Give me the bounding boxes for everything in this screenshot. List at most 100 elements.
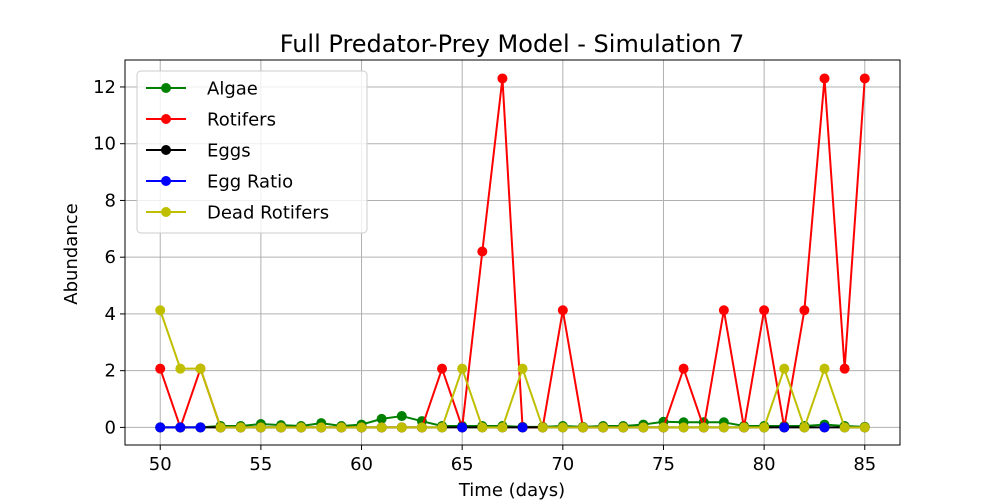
data-point <box>497 422 508 433</box>
data-point <box>296 422 307 433</box>
data-point <box>276 422 287 433</box>
data-point <box>839 363 850 374</box>
data-point <box>759 305 770 316</box>
legend-label: Egg Ratio <box>207 172 293 193</box>
data-point <box>618 422 629 433</box>
data-point <box>316 422 327 433</box>
data-point <box>376 413 387 424</box>
plot-frame <box>124 59 901 446</box>
legend-label: Rotifers <box>207 110 276 131</box>
data-point <box>557 305 568 316</box>
legend-label: Algae <box>207 79 258 100</box>
y-axis: 0 2 4 6 8 10 12 <box>93 77 125 438</box>
data-point <box>859 73 870 84</box>
data-point <box>255 422 266 433</box>
legend-swatch-marker <box>161 207 171 217</box>
y-tick-label: 8 <box>105 190 116 211</box>
data-point <box>497 73 508 84</box>
grid <box>125 60 900 445</box>
data-point <box>437 422 448 433</box>
data-point <box>678 422 689 433</box>
data-point <box>598 422 609 433</box>
data-point <box>718 422 729 433</box>
legend-label: Dead Rotifers <box>207 203 329 224</box>
legend-swatch-marker <box>161 145 171 155</box>
data-point <box>819 422 830 433</box>
data-point <box>195 422 206 433</box>
legend-item: Dead Rotifers <box>146 203 329 224</box>
data-point <box>577 422 588 433</box>
legend-item: Eggs <box>146 141 251 162</box>
data-point <box>155 422 166 433</box>
data-point <box>658 422 669 433</box>
x-axis: 50 55 60 65 70 75 80 85 <box>149 445 876 475</box>
series-egg-ratio <box>155 422 830 433</box>
x-tick-label: 70 <box>551 454 574 475</box>
data-point <box>799 422 810 433</box>
data-point <box>336 422 347 433</box>
y-tick-label: 10 <box>93 134 116 155</box>
data-point <box>396 422 407 433</box>
legend-box <box>136 70 368 234</box>
legend-label: Eggs <box>207 141 251 162</box>
data-point <box>235 422 246 433</box>
data-point <box>819 363 830 374</box>
y-tick-label: 2 <box>105 361 116 382</box>
y-tick-label: 0 <box>105 417 116 438</box>
x-tick-label: 80 <box>753 454 776 475</box>
data-point <box>376 422 387 433</box>
legend: Algae Rotifers Eggs Egg Ratio Dead Rotifers <box>136 70 368 234</box>
legend-swatch-marker <box>161 114 171 124</box>
data-point <box>638 422 649 433</box>
data-point <box>396 411 407 422</box>
data-point <box>477 422 488 433</box>
data-point <box>457 363 468 374</box>
x-tick-label: 50 <box>149 454 172 475</box>
y-tick-label: 4 <box>105 304 116 325</box>
series-line <box>160 415 865 429</box>
data-point <box>537 422 548 433</box>
data-point <box>437 363 448 374</box>
x-tick-label: 85 <box>853 454 876 475</box>
data-point <box>718 305 729 316</box>
data-point <box>356 422 367 433</box>
data-point <box>457 422 468 433</box>
data-point <box>678 363 689 374</box>
x-tick-label: 60 <box>350 454 373 475</box>
data-point <box>698 422 709 433</box>
data-point <box>517 422 528 433</box>
data-point <box>175 422 186 433</box>
legend-item: Rotifers <box>146 110 276 131</box>
data-point <box>155 363 166 374</box>
x-tick-label: 75 <box>652 454 675 475</box>
legend-item: Egg Ratio <box>146 172 293 193</box>
y-tick-label: 6 <box>105 247 116 268</box>
series-line <box>159 309 865 429</box>
data-point <box>195 363 206 374</box>
data-point <box>779 422 790 433</box>
data-point <box>759 422 770 433</box>
x-tick-label: 65 <box>451 454 474 475</box>
data-point <box>215 422 226 433</box>
y-axis-label: Abundance <box>61 203 82 304</box>
chart-title: Full Predator-Prey Model - Simulation 7 <box>280 30 745 58</box>
x-axis-label: Time (days) <box>458 480 565 500</box>
data-point <box>155 305 166 316</box>
data-point <box>779 363 790 374</box>
data-point <box>175 363 186 374</box>
data-point <box>799 305 810 316</box>
legend-swatch-marker <box>161 83 171 93</box>
data-point <box>738 422 749 433</box>
data-point <box>819 73 830 84</box>
data-point <box>557 422 568 433</box>
series-layer <box>155 73 870 433</box>
data-point <box>517 363 528 374</box>
x-tick-label: 55 <box>249 454 272 475</box>
legend-item: Algae <box>146 79 258 100</box>
data-point <box>839 422 850 433</box>
data-point <box>477 246 488 257</box>
legend-swatch-marker <box>161 176 171 186</box>
y-tick-label: 12 <box>93 77 116 98</box>
series-dead-rotifers <box>155 305 870 433</box>
